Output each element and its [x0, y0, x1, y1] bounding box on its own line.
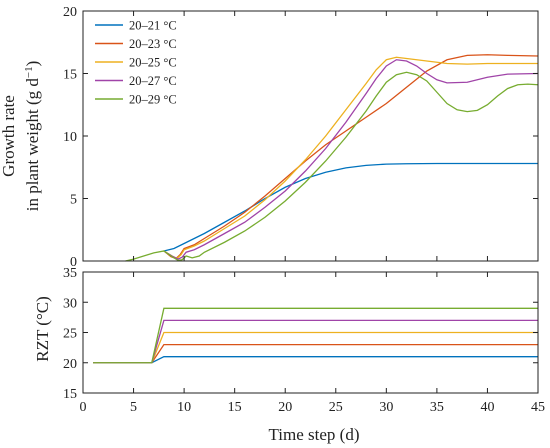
growth-ylabel-main: in plant weight (g d	[23, 78, 42, 212]
rzt-y-tick-label: 20	[63, 357, 77, 372]
rzt-ylabel: RZT (°C)	[33, 296, 52, 362]
rzt-x-tick-label: 30	[379, 400, 393, 415]
legend-entry-label: 20–23 °C	[129, 37, 177, 51]
growth-y-tick-label: 5	[70, 193, 77, 208]
growth-ylabel-end: )	[23, 61, 42, 67]
growth-y-tick-label: 15	[63, 68, 77, 83]
rzt-series-line-1	[93, 356, 538, 364]
rzt-x-tick-label: 5	[130, 400, 137, 415]
legend-entry-label: 20–25 °C	[129, 56, 177, 70]
legend-entry-label: 20–29 °C	[129, 93, 177, 107]
rzt-series-line-2	[93, 343, 538, 364]
growth-ylabel-line1: Growth rate	[0, 95, 18, 177]
rzt-x-tick-label: 35	[430, 400, 444, 415]
growth-rate-chart: Growth rate in plant weight (g d−1) 0 5 10…	[0, 5, 539, 270]
rzt-y-tick-label: 35	[63, 266, 77, 281]
rzt-y-tick-label: 25	[63, 327, 77, 342]
growth-y-tick-label: 0	[70, 255, 77, 270]
growth-y-tick-label: 20	[63, 5, 77, 20]
rzt-y-tick-label: 30	[63, 296, 77, 311]
rzt-x-tick-label: 25	[329, 400, 343, 415]
rzt-chart: RZT (°C) Time step (d) 0 5 10 15 20 25 30 35 40 4…	[33, 266, 545, 444]
legend-entry-label: 20–27 °C	[129, 74, 177, 88]
rzt-x-tick-label: 10	[177, 400, 191, 415]
growth-y-tick-label: 10	[63, 130, 77, 145]
growth-series-line-3	[163, 56, 538, 260]
rzt-series-line-5	[93, 307, 538, 364]
rzt-x-tick-label: 40	[480, 400, 494, 415]
growth-series-line-1	[163, 162, 538, 252]
rzt-y-tick-label: 15	[63, 387, 77, 402]
growth-series-line-5	[125, 71, 539, 262]
rzt-x-tick-label: 0	[80, 400, 87, 415]
legend-entry-label: 20–21 °C	[129, 19, 177, 33]
xlabel: Time step (d)	[269, 425, 360, 444]
growth-ylabel-line2: in plant weight (g d−1)	[23, 61, 42, 212]
rzt-x-tick-label: 15	[228, 400, 242, 415]
growth-series-line-2	[163, 54, 539, 260]
rzt-x-tick-label: 20	[278, 400, 292, 415]
growth-series-line-4	[163, 59, 539, 260]
rzt-x-tick-label: 45	[531, 400, 545, 415]
growth-legend: 20–21 °C 20–23 °C 20–25 °C 20–27 °C 20–29 °C	[95, 19, 177, 107]
growth-ylabel-sup: −1	[23, 66, 35, 78]
